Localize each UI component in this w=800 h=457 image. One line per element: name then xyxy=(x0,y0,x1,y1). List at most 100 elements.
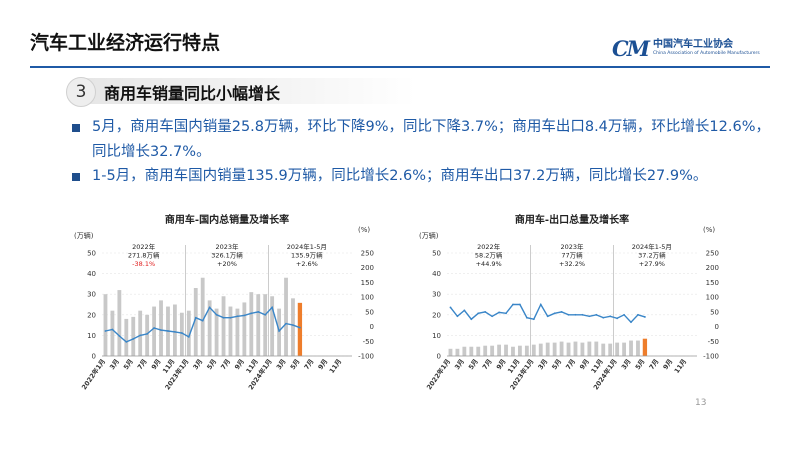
growth-point xyxy=(139,334,142,337)
bar xyxy=(622,342,626,356)
bar xyxy=(524,345,529,356)
y2-tick-label: 250 xyxy=(361,250,374,258)
period-annotation: +44.9% xyxy=(476,260,502,268)
growth-point xyxy=(215,313,218,316)
growth-point xyxy=(498,311,500,314)
y-tick-label: 20 xyxy=(87,311,96,319)
bar xyxy=(629,340,633,356)
x-tick-label: 3月 xyxy=(275,358,288,372)
y2-tick-label: 250 xyxy=(706,250,719,258)
period-annotation: 37.2万辆 xyxy=(638,251,666,260)
growth-point xyxy=(449,306,452,309)
x-tick-label: 5月 xyxy=(467,358,480,372)
growth-point xyxy=(153,327,155,329)
growth-point xyxy=(567,313,570,316)
bar xyxy=(173,304,177,356)
y-tick-label: 30 xyxy=(432,291,441,299)
growth-point xyxy=(146,333,149,335)
x-tick-label: 3月 xyxy=(191,358,204,372)
y-tick-label: 20 xyxy=(432,311,441,319)
bar xyxy=(559,341,564,356)
y2-axis-label: (%) xyxy=(358,226,370,234)
bar xyxy=(504,344,508,356)
bar xyxy=(124,318,129,356)
growth-point xyxy=(484,310,487,313)
growth-point xyxy=(222,316,225,319)
bar xyxy=(462,346,467,356)
x-tick-label: 5月 xyxy=(205,358,218,372)
y-tick-label: 50 xyxy=(87,250,96,258)
bar xyxy=(636,340,640,356)
logo-name-cn: 中国汽车工业协会 xyxy=(652,39,733,51)
bar xyxy=(193,288,198,356)
bar xyxy=(573,341,578,356)
growth-point xyxy=(125,340,128,343)
growth-point xyxy=(581,313,584,316)
x-tick-label: 3月 xyxy=(453,358,466,372)
bullet-text: 5月，商用车国内销量25.8万辆，环比下降9%，同比下降3.7%；商用车出口8.… xyxy=(92,119,770,160)
growth-point xyxy=(519,303,521,306)
x-tick-label: 7月 xyxy=(303,358,316,372)
bar xyxy=(235,308,240,356)
y2-tick-label: -100 xyxy=(358,353,374,361)
y-tick-label: 50 xyxy=(432,250,441,258)
bar xyxy=(117,290,122,356)
growth-point xyxy=(292,324,294,326)
bar xyxy=(277,308,281,356)
y2-tick-label: -100 xyxy=(703,353,719,361)
x-tick-label: 5月 xyxy=(122,358,135,372)
bar xyxy=(483,345,488,356)
bar xyxy=(207,300,212,356)
growth-point xyxy=(525,316,528,319)
bar xyxy=(242,302,247,356)
y2-tick-label: 50 xyxy=(365,308,374,316)
bar xyxy=(291,298,295,356)
growth-point xyxy=(208,306,211,309)
bar xyxy=(455,348,460,356)
bar xyxy=(159,300,163,356)
x-tick-label: 5月 xyxy=(289,358,302,372)
bar xyxy=(538,343,543,356)
page-title: 汽车工业经济运行特点 xyxy=(30,32,221,54)
bar xyxy=(145,314,150,356)
growth-point xyxy=(104,330,107,332)
growth-point xyxy=(539,303,542,306)
period-annotation: +20% xyxy=(217,260,237,268)
y2-tick-label: -50 xyxy=(363,338,374,346)
growth-point xyxy=(602,316,605,319)
bullet-text: 1-5月，商用车国内销量135.9万辆，同比增长2.6%；商用车出口37.2万辆… xyxy=(92,168,708,184)
bar xyxy=(131,316,136,356)
y-axis-label: (万辆) xyxy=(419,231,439,240)
y2-tick-label: 200 xyxy=(706,264,719,272)
bar xyxy=(594,341,599,356)
y2-tick-label: 100 xyxy=(361,294,374,302)
growth-point xyxy=(512,303,514,306)
growth-point xyxy=(285,322,287,325)
section-band xyxy=(86,78,416,104)
y-tick-label: 40 xyxy=(432,270,441,278)
x-tick-label: 3月 xyxy=(536,358,549,372)
bar xyxy=(200,277,205,356)
x-tick-label: 5月 xyxy=(634,358,647,372)
x-tick-label: 2022年1月 xyxy=(79,357,107,391)
growth-point xyxy=(180,332,183,334)
bar xyxy=(448,348,453,356)
period-annotation: -38.1% xyxy=(132,260,155,268)
y-tick-label: 0 xyxy=(92,353,96,361)
bar xyxy=(469,346,474,356)
growth-point xyxy=(264,313,267,316)
x-tick-label: 11月 xyxy=(673,358,688,375)
growth-point xyxy=(236,315,239,318)
logo-mark: CM xyxy=(612,36,650,61)
growth-point xyxy=(299,326,301,329)
bar xyxy=(256,294,261,356)
growth-point xyxy=(532,318,535,321)
growth-point xyxy=(491,315,494,318)
growth-point xyxy=(160,329,162,332)
growth-point xyxy=(630,321,632,324)
x-tick-label: 2022年1月 xyxy=(424,357,452,391)
growth-point xyxy=(588,315,591,318)
bar xyxy=(152,306,156,356)
y2-tick-label: 150 xyxy=(361,279,374,287)
bar xyxy=(138,310,143,356)
